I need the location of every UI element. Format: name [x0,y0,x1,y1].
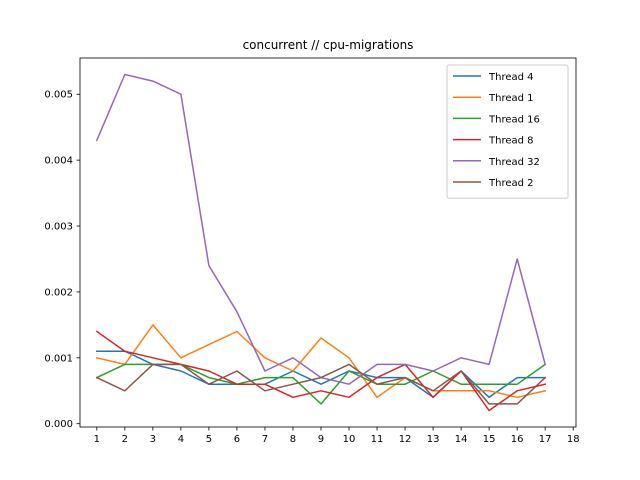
x-tick-label: 17 [539,434,552,445]
x-tick-label: 2 [122,434,128,445]
x-tick-label: 11 [371,434,384,445]
legend: Thread 4 Thread 1 Thread 16 Thread 8 Thread … [446,64,569,199]
legend-label-6: Thread 2 [488,178,534,189]
x-tick-label: 18 [567,434,580,445]
legend-label-2: Thread 1 [488,93,534,104]
series-line-2 [95,324,547,399]
series-layer [95,73,547,412]
legend-label-3: Thread 16 [488,114,540,125]
y-tick-label: 0.003 [44,222,73,233]
x-tick-label: 14 [455,434,468,445]
plot-frame [79,57,577,428]
x-tick-label: 7 [262,434,268,445]
x-tick-label: 5 [206,434,212,445]
x-tick-label: 13 [427,434,440,445]
legend-label-4: Thread 8 [488,136,534,147]
x-tick-label: 9 [318,434,324,445]
x-tick-label: 6 [234,434,240,445]
y-tick-label: 0.002 [44,287,73,298]
x-tick-label: 15 [483,434,496,445]
legend-label-5: Thread 32 [488,157,540,168]
x-tick-label: 3 [150,434,156,445]
series-line-6 [95,363,547,405]
y-tick-label: 0.004 [44,156,73,167]
series-line-1 [96,350,546,399]
y-tick-label: 0.000 [44,419,73,430]
y-tick-label: 0.005 [44,90,73,101]
x-tick-label: 16 [511,434,524,445]
x-tick-label: 1 [94,434,100,445]
x-tick-label: 4 [178,434,184,445]
chart-title: concurrent // cpu-migrations [243,38,414,52]
y-tick-label: 0.001 [44,353,73,364]
x-tick-label: 10 [343,434,356,445]
x-tick-label: 8 [290,434,296,445]
x-tick-label: 12 [399,434,412,445]
legend-label-1: Thread 4 [488,72,534,83]
axes-layer: 1 2 3 4 5 6 7 8 9 10 11 12 13 14 15 16 17 180.0000.0010.0… [44,57,580,445]
series-line-4 [95,330,547,412]
legend-box [446,64,569,199]
